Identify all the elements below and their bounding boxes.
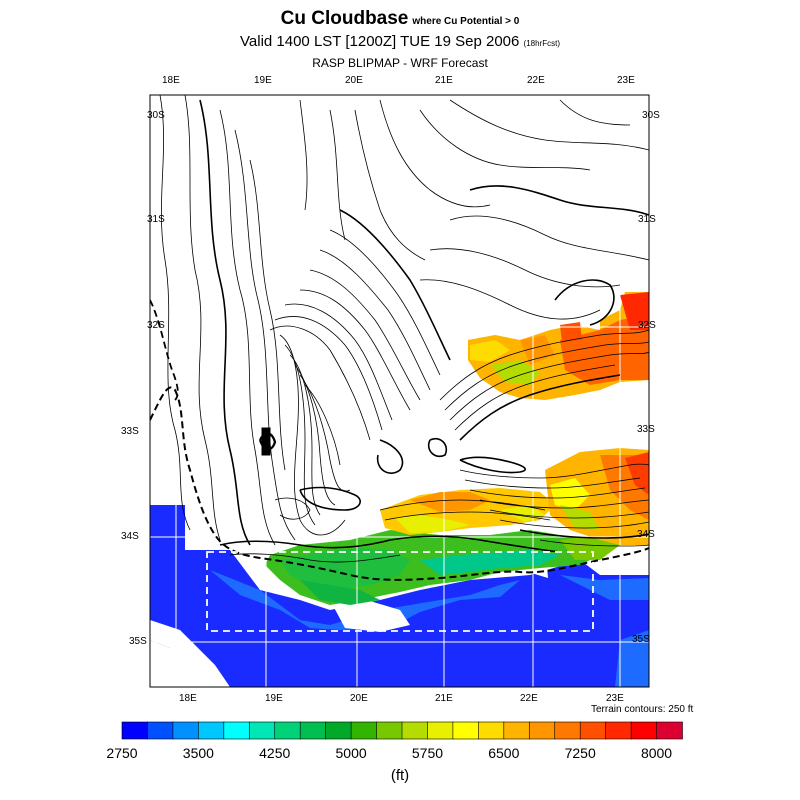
lon-label-bottom: 23E	[606, 693, 624, 704]
colorbar-swatch	[147, 721, 174, 740]
colorbar-swatch	[478, 721, 505, 740]
lon-label-top: 22E	[527, 75, 545, 86]
coastal-gap	[330, 598, 410, 632]
lat-label-left: 32S	[147, 320, 165, 331]
valid-time: Valid 1400 LST [1200Z] TUE 19 Sep 2006	[240, 33, 520, 50]
lat-label-right: 34S	[637, 529, 655, 540]
colorbar-units: (ft)	[390, 767, 410, 784]
lon-label-bottom: 18E	[179, 693, 197, 704]
colorbar	[121, 721, 683, 740]
lat-label-right: 35S	[632, 634, 650, 645]
lon-label-bottom: 22E	[520, 693, 538, 704]
lon-label-bottom: 19E	[265, 693, 283, 704]
colorbar-swatch	[299, 721, 327, 740]
colorbar-swatch	[427, 721, 454, 740]
colorbar-swatch	[605, 721, 632, 740]
map-frame	[149, 94, 650, 688]
colorbar-swatch	[172, 721, 200, 740]
lon-label-top: 18E	[162, 75, 180, 86]
colorbar-swatch	[452, 721, 480, 740]
forecast-hours: (18hrFcst)	[523, 39, 560, 48]
colorbar-tick-label: 8000	[640, 745, 673, 761]
lat-label-left: 34S	[121, 531, 139, 542]
colorbar-swatch	[121, 721, 149, 740]
colorbar-swatch	[579, 721, 607, 740]
colorbar-swatch	[503, 721, 531, 740]
colorbar-swatch	[656, 721, 683, 740]
terrain-contour-note: Terrain contours: 250 ft	[591, 704, 694, 715]
colorbar-tick-label: 7250	[564, 745, 596, 761]
lat-label-right: 31S	[638, 214, 656, 225]
colorbar-swatch	[198, 721, 225, 740]
colorbar-tick-label: 5750	[411, 745, 444, 761]
map-area	[150, 95, 649, 687]
title-main: Cu Cloudbase	[280, 8, 409, 29]
map-title: Cu Cloudbase where Cu Potential > 0	[0, 8, 800, 30]
cloudbase-ridge-field	[380, 488, 555, 535]
inner-domain-box	[206, 551, 594, 632]
colorbar-tick-label: 4250	[259, 745, 291, 761]
colorbar-swatch	[248, 721, 276, 740]
colorbar-swatch	[630, 721, 658, 740]
lat-label-right: 32S	[638, 320, 656, 331]
colorbar-swatch	[401, 721, 429, 740]
colorbar-swatch	[325, 721, 352, 740]
colorbar-tick-label: 3500	[182, 745, 214, 761]
colorbar-swatch	[528, 721, 556, 740]
lat-label-left: 30S	[147, 110, 165, 121]
lon-label-top: 23E	[617, 75, 635, 86]
lat-label-left: 35S	[129, 636, 147, 647]
lat-label-left: 33S	[121, 426, 139, 437]
valid-time-line: Valid 1400 LST [1200Z] TUE 19 Sep 2006 (…	[0, 33, 800, 50]
lon-label-top: 20E	[345, 75, 363, 86]
cloudbase-southeast-field	[545, 448, 649, 545]
colorbar-swatch	[376, 721, 403, 740]
colorbar-swatch	[350, 721, 378, 740]
colorbar-tick-label: 5000	[335, 745, 367, 761]
coastline	[150, 386, 649, 581]
terrain-contours	[159, 95, 649, 563]
lon-label-top: 19E	[254, 75, 272, 86]
model-line: RASP BLIPMAP - WRF Forecast	[312, 56, 488, 70]
colorbar-swatch	[274, 721, 301, 740]
lat-label-right: 33S	[637, 424, 655, 435]
colorbar-swatch	[223, 721, 251, 740]
lat-label-right: 30S	[642, 110, 660, 121]
lat-label-left: 31S	[147, 214, 165, 225]
colorbar-swatch	[554, 721, 581, 740]
lon-label-bottom: 21E	[435, 693, 453, 704]
lon-label-bottom: 20E	[350, 693, 368, 704]
colorbar-tick-label: 2750	[106, 745, 138, 761]
colorbar-tick-label: 6500	[488, 745, 520, 761]
lon-label-top: 21E	[435, 75, 453, 86]
title-qualifier: where Cu Potential > 0	[412, 16, 520, 27]
